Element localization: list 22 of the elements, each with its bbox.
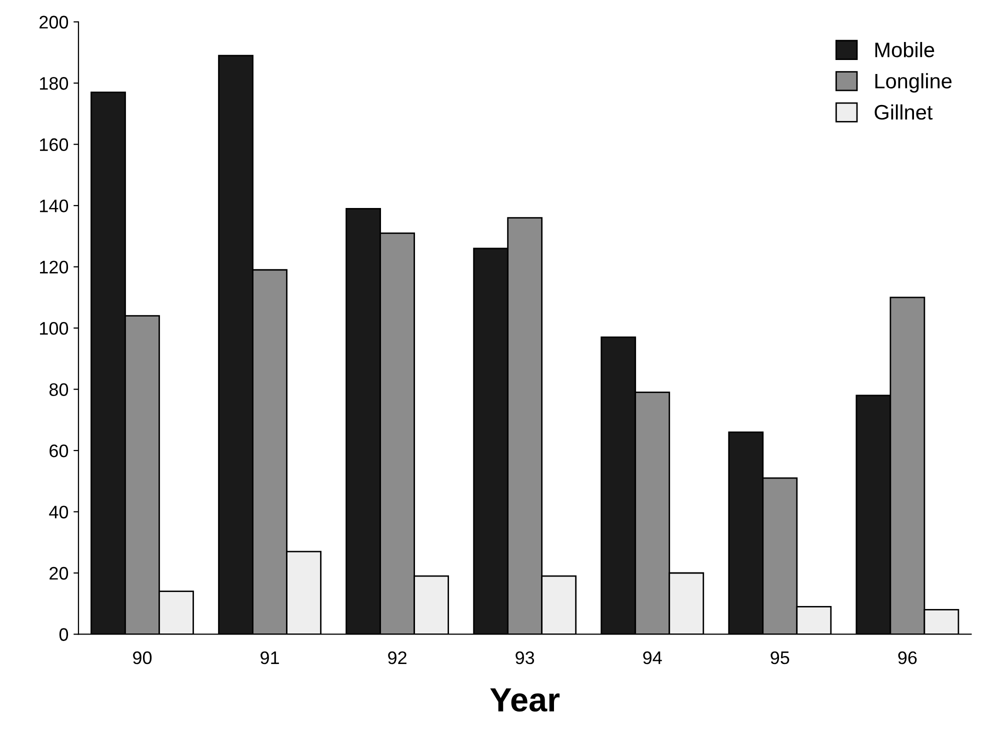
legend-label: Gillnet (874, 104, 933, 120)
y-tick-label: 120 (40, 260, 68, 274)
y-tick-label: 60 (50, 444, 68, 458)
y-tick-label: 140 (40, 200, 68, 212)
x-tick-label: 94 (643, 651, 662, 664)
y-tick-label: 0 (59, 628, 68, 641)
x-tick-label: 93 (516, 651, 534, 664)
y-tick-label: 80 (49, 383, 68, 396)
legend-label: Mobile (875, 42, 934, 58)
legend-label: Longline (875, 73, 952, 93)
y-tick-label: 200 (40, 16, 68, 29)
y-tick-label: 180 (40, 77, 68, 90)
y-tick-label: 160 (40, 138, 68, 152)
y-tick-label: 100 (40, 322, 68, 335)
x-tick-label: 91 (260, 651, 279, 664)
x-axis-title: Year (490, 688, 560, 712)
x-tick-label: 90 (133, 651, 152, 664)
x-tick-label: 96 (898, 651, 917, 664)
y-tick-label: 20 (50, 566, 68, 580)
y-tick-label: 40 (49, 506, 68, 518)
x-tick-label: 92 (388, 651, 406, 664)
x-tick-label: 95 (770, 651, 790, 664)
